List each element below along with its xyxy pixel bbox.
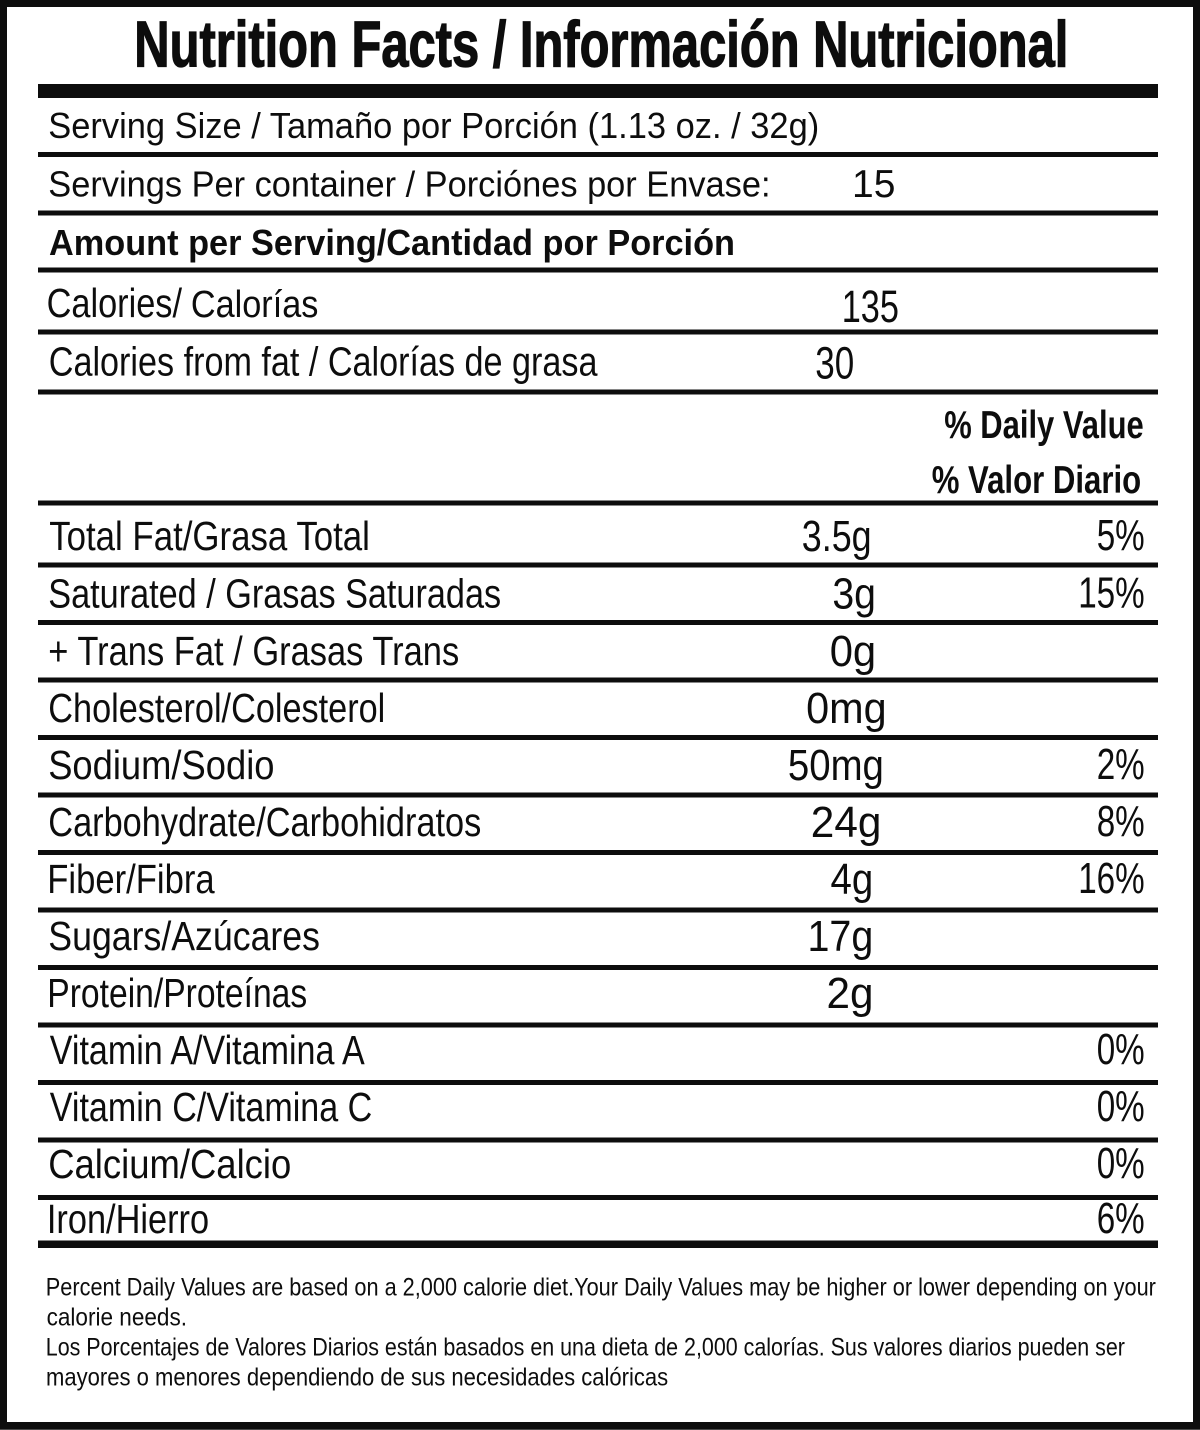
svg-text:2g: 2g [827, 969, 874, 1018]
svg-text:0%: 0% [1097, 1025, 1145, 1074]
svg-text:Amount per Serving/Cantidad po: Amount per Serving/Cantidad por Porción [49, 222, 735, 263]
svg-text:Iron/Hierro: Iron/Hierro [47, 1196, 209, 1242]
svg-text:Servings Per container / Porci: Servings Per container / Porciónes por E… [48, 164, 770, 205]
svg-text:0%: 0% [1097, 1139, 1145, 1188]
svg-text:50mg: 50mg [788, 741, 884, 790]
svg-text:Cholesterol/Colesterol: Cholesterol/Colesterol [48, 685, 385, 731]
svg-text:Protein/Proteínas: Protein/Proteínas [47, 970, 307, 1016]
svg-text:0mg: 0mg [806, 684, 887, 733]
svg-text:Percent Daily Values are based: Percent Daily Values are based on a 2,00… [46, 1274, 1156, 1302]
svg-text:30: 30 [815, 337, 854, 388]
svg-text:mayores o menores dependiendo: mayores o menores dependiendo de sus nec… [46, 1364, 668, 1392]
svg-text:15%: 15% [1078, 569, 1145, 618]
svg-text:Saturated / Grasas Saturadas: Saturated / Grasas Saturadas [48, 571, 501, 617]
svg-text:Los Porcentajes de Valores Dia: Los Porcentajes de Valores Diarios están… [46, 1334, 1125, 1362]
svg-text:5%: 5% [1097, 511, 1145, 560]
svg-text:6%: 6% [1097, 1194, 1145, 1243]
svg-text:Calcium/Calcio: Calcium/Calcio [48, 1141, 291, 1187]
svg-text:Sugars/Azúcares: Sugars/Azúcares [48, 913, 320, 959]
svg-text:16%: 16% [1078, 854, 1145, 903]
svg-text:Serving Size / Tamaño por Porc: Serving Size / Tamaño por Porción (1.13 … [48, 105, 819, 146]
svg-text:% Valor Diario: % Valor Diario [932, 459, 1141, 502]
svg-text:2%: 2% [1097, 740, 1145, 789]
svg-text:3.5g: 3.5g [802, 512, 872, 561]
svg-text:0%: 0% [1097, 1082, 1145, 1131]
svg-text:4g: 4g [831, 855, 874, 904]
svg-text:Sodium/Sodio: Sodium/Sodio [48, 742, 274, 788]
svg-text:Vitamin A/Vitamina A: Vitamin A/Vitamina A [50, 1027, 365, 1073]
svg-text:135: 135 [842, 281, 899, 332]
svg-text:Calorías: Calorías [191, 284, 319, 326]
svg-text:Vitamin C/Vitamina C: Vitamin C/Vitamina C [50, 1084, 372, 1130]
svg-text:8%: 8% [1097, 797, 1145, 846]
svg-text:calorie needs.: calorie needs. [47, 1304, 187, 1332]
svg-text:Calories/: Calories/ [47, 280, 183, 326]
svg-text:15: 15 [852, 163, 895, 206]
svg-text:Fiber/Fibra: Fiber/Fibra [47, 856, 214, 902]
svg-text:17g: 17g [808, 912, 874, 961]
svg-text:Calories from fat / Calorías d: Calories from fat / Calorías de grasa [49, 339, 598, 385]
svg-text:0g: 0g [830, 627, 877, 676]
svg-text:24g: 24g [811, 798, 882, 847]
svg-text:Nutrition Facts / Información: Nutrition Facts / Información Nutriciona… [134, 8, 1068, 81]
svg-text:+ Trans Fat / Grasas Trans: + Trans Fat / Grasas Trans [48, 628, 459, 674]
svg-text:Total Fat/Grasa Total: Total Fat/Grasa Total [49, 513, 370, 559]
svg-text:Carbohydrate/Carbohidratos: Carbohydrate/Carbohidratos [48, 799, 481, 845]
svg-text:3g: 3g [832, 570, 876, 619]
svg-text:% Daily Value: % Daily Value [944, 404, 1143, 447]
